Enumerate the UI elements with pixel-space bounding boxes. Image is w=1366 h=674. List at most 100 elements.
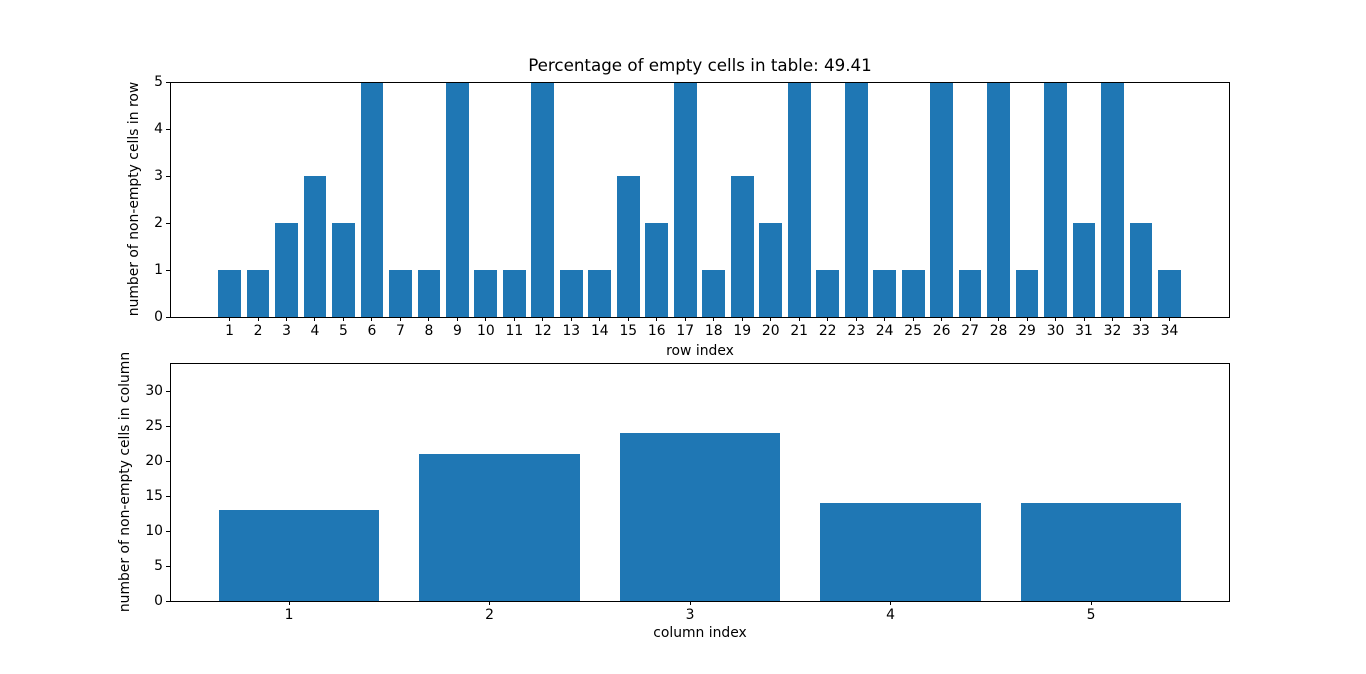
x-tick-mark: [229, 317, 231, 321]
chart-title: Percentage of empty cells in table: 49.4…: [528, 55, 872, 75]
x-tick-mark: [489, 601, 491, 605]
bar: [816, 270, 840, 317]
x-tick-mark: [1026, 317, 1028, 321]
x-tick-mark: [314, 317, 316, 321]
bar: [332, 223, 355, 317]
bar: [1015, 270, 1039, 317]
x-tick-mark: [371, 317, 373, 321]
x-tick-mark: [684, 317, 686, 321]
x-tick-mark: [599, 317, 601, 321]
bar: [275, 223, 298, 317]
x-tick-mark: [969, 317, 971, 321]
x-tick-label: 1: [284, 607, 294, 623]
y-tick-label: 0: [154, 309, 163, 325]
x-axis-label: column index: [653, 625, 747, 641]
y-tick-label: 20: [145, 453, 163, 469]
y-tick-label: 0: [154, 593, 163, 609]
y-tick-label: 30: [145, 383, 163, 399]
bar: [531, 82, 555, 317]
x-tick-label: 24: [875, 323, 894, 339]
x-tick-label: 1: [225, 323, 234, 339]
x-tick-mark: [827, 317, 829, 321]
x-tick-label: 20: [761, 323, 780, 339]
y-tick-label: 15: [145, 488, 163, 504]
y-tick-label: 5: [154, 558, 163, 574]
bar: [502, 270, 526, 317]
y-tick-label: 4: [154, 121, 163, 137]
x-tick-label: 3: [685, 607, 695, 623]
y-tick-label: 1: [154, 262, 163, 278]
bar: [419, 454, 580, 601]
bar: [958, 270, 982, 317]
x-tick-label: 6: [367, 323, 377, 339]
bar: [730, 176, 754, 317]
x-tick-mark: [656, 317, 658, 321]
x-tick-label: 16: [647, 323, 666, 339]
bar: [1129, 223, 1153, 317]
y-tick-mark: [166, 128, 170, 130]
x-tick-mark: [1112, 317, 1113, 321]
x-axis-label: row index: [666, 343, 734, 359]
bar: [246, 270, 270, 317]
x-tick-mark: [542, 317, 544, 321]
x-tick-mark: [456, 317, 458, 321]
bar: [930, 82, 953, 317]
x-tick-mark: [1140, 317, 1142, 321]
y-tick-mark: [166, 565, 170, 567]
y-axis-label-text: number of non-empty cells in row: [126, 81, 142, 317]
bar: [389, 270, 412, 317]
bar: [360, 82, 384, 317]
x-tick-label: 7: [396, 323, 405, 339]
x-tick-mark: [285, 317, 287, 321]
x-tick-mark: [741, 317, 743, 321]
x-tick-label: 25: [904, 323, 922, 339]
y-tick-mark: [166, 316, 170, 318]
y-tick-mark: [166, 269, 170, 271]
x-tick-mark: [257, 317, 259, 321]
x-tick-label: 17: [676, 323, 695, 339]
y-tick-mark: [166, 530, 170, 532]
bar: [873, 270, 897, 317]
bar: [1044, 82, 1067, 317]
bar: [616, 176, 640, 317]
bar: [588, 270, 612, 317]
x-tick-label: 5: [339, 323, 348, 339]
x-tick-label: 22: [818, 323, 837, 339]
x-tick-mark: [513, 317, 515, 321]
x-tick-label: 12: [533, 323, 552, 339]
x-tick-label: 9: [452, 323, 462, 339]
x-tick-mark: [1083, 317, 1085, 321]
x-tick-label: 34: [1160, 323, 1179, 339]
bar: [559, 270, 583, 317]
bar: [820, 503, 981, 601]
x-tick-mark: [689, 601, 691, 605]
x-tick-mark: [998, 317, 1000, 321]
y-tick-label: 10: [145, 523, 163, 539]
bar: [1101, 82, 1124, 317]
bar: [1072, 223, 1096, 317]
x-tick-mark: [941, 317, 943, 321]
x-tick-label: 23: [847, 323, 865, 339]
x-tick-label: 28: [989, 323, 1008, 339]
bar: [987, 82, 1010, 317]
x-tick-label: 33: [1132, 323, 1150, 339]
x-tick-label: 2: [485, 607, 494, 623]
x-tick-label: 26: [932, 323, 951, 339]
bar: [645, 223, 669, 317]
bar: [1020, 503, 1182, 601]
x-tick-label: 4: [886, 607, 895, 623]
x-tick-label: 15: [619, 323, 638, 339]
x-tick-mark: [713, 317, 715, 321]
x-tick-label: 18: [704, 323, 723, 339]
y-tick-mark: [166, 495, 170, 497]
y-tick-mark: [166, 425, 170, 427]
y-tick-mark: [166, 175, 170, 177]
x-tick-label: 31: [1075, 323, 1093, 339]
x-tick-label: 3: [282, 323, 291, 339]
x-tick-label: 30: [1046, 323, 1065, 339]
x-tick-mark: [288, 601, 290, 605]
y-tick-mark: [166, 222, 170, 224]
x-tick-mark: [798, 317, 800, 321]
bar: [303, 176, 327, 317]
